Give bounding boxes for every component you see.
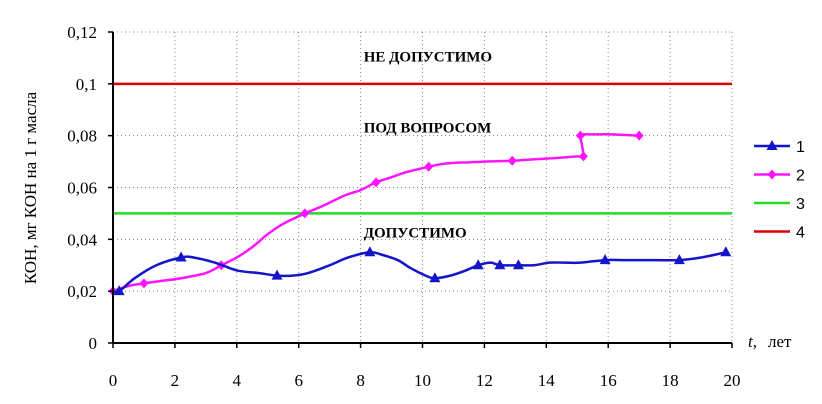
y-tick-label: 0,02 — [67, 282, 97, 301]
y-tick-label: 0 — [89, 334, 98, 353]
zone-label: ДОПУСТИМО — [364, 226, 467, 242]
zone-label: ПОД ВОПРОСОМ — [364, 121, 492, 137]
y-tick-label: 0,12 — [67, 23, 97, 42]
x-tick-label: 2 — [171, 371, 180, 390]
y-axis-title: КОН, мг КОН на 1 г масла — [21, 91, 40, 284]
x-tick-label: 8 — [356, 371, 365, 390]
chart-labels: 0 2 4 6 8 10 12 14 16 18 20 0 0,02 0,04 0,06 0,08 0,1 0,1… — [21, 23, 792, 390]
x-axis-title-unit: лет — [768, 332, 792, 351]
x-tick-label: 20 — [724, 371, 741, 390]
x-tick-label: 18 — [662, 371, 679, 390]
zone-label: НЕ ДОПУСТИМО — [364, 49, 492, 65]
series-2-point — [424, 161, 434, 172]
series-1-line — [112, 250, 727, 294]
y-tick-label: 0,04 — [67, 230, 97, 249]
series-1-point — [271, 269, 283, 280]
series-1-point — [599, 254, 611, 265]
legend-2-label: 2 — [796, 168, 805, 185]
series-2-point — [371, 177, 381, 188]
legend-2-marker — [767, 169, 777, 180]
series-2-point — [575, 130, 585, 141]
x-tick-label: 0 — [109, 371, 118, 390]
series-1-point — [175, 251, 187, 262]
x-tick-label: 14 — [538, 371, 556, 390]
series-1-point — [494, 259, 506, 270]
series-1-point — [472, 259, 484, 270]
y-tick-label: 0,06 — [67, 179, 97, 198]
x-tick-label: 4 — [233, 371, 242, 390]
x-axis-title-symbol: t, — [748, 332, 757, 351]
series-2-point — [300, 208, 310, 219]
chart-legend: 1 2 3 4 — [754, 139, 805, 242]
series-2-point — [507, 155, 517, 166]
series-1-point — [429, 272, 441, 283]
series-2-point — [139, 278, 149, 289]
x-tick-label: 16 — [600, 371, 617, 390]
series-1-point — [364, 246, 376, 257]
x-tick-label: 12 — [476, 371, 493, 390]
y-tick-label: 0,08 — [67, 127, 97, 146]
series-1-point — [720, 246, 732, 257]
series-1-point — [512, 259, 524, 270]
y-tick-label: 0,1 — [76, 75, 97, 94]
legend-3-label: 3 — [796, 196, 805, 213]
series-2-point — [578, 151, 588, 162]
legend-4-label: 4 — [796, 225, 805, 242]
series-1-point — [673, 254, 685, 265]
x-tick-label: 6 — [294, 371, 303, 390]
legend-1-label: 1 — [796, 139, 805, 156]
series-2-point — [634, 130, 644, 141]
x-tick-label: 10 — [414, 371, 431, 390]
chart-axes — [108, 31, 733, 348]
chart-series-group — [108, 82, 732, 297]
series-1-point — [113, 285, 125, 296]
chart-grid — [113, 31, 733, 343]
legend-1-marker — [766, 140, 778, 150]
